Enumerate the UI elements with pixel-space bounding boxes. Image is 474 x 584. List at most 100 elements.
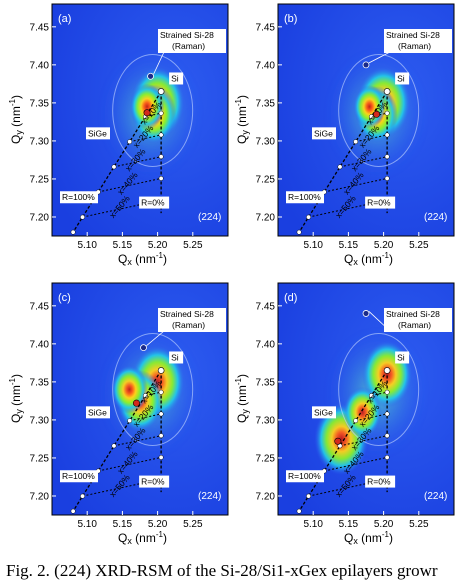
y-tick-label: 7.40 — [30, 339, 50, 350]
x-tick-label: 5.25 — [409, 240, 429, 251]
intensity-contour — [338, 53, 420, 167]
strained-point — [158, 175, 164, 181]
sige-label: SiGe — [88, 407, 107, 417]
strained-point — [384, 110, 390, 116]
y-tick-label: 7.20 — [256, 491, 276, 502]
intensity-hotspot — [343, 386, 382, 438]
y-tick-label: 7.40 — [256, 339, 276, 350]
y-tick-label: 7.35 — [256, 377, 276, 388]
relaxed-point — [337, 164, 343, 170]
y-tick-label: 7.35 — [256, 98, 276, 109]
r100-label-box — [286, 470, 324, 483]
relaxed-point — [296, 229, 302, 235]
r100-label: R=100% — [288, 192, 321, 202]
x-tick-label: 5.25 — [409, 519, 429, 530]
strained-point — [384, 132, 390, 138]
relaxed-point — [127, 139, 133, 145]
r0-label: R=0% — [141, 198, 165, 208]
x-axis-label: Qx (nm-1) — [344, 251, 393, 267]
strained-callout-line — [146, 330, 165, 346]
strained-si28-marker — [147, 72, 154, 80]
sige-peak-marker — [334, 437, 342, 445]
relaxed-point — [353, 139, 359, 145]
y-tick-label: 7.30 — [256, 136, 276, 147]
y-tick-label: 7.25 — [30, 453, 50, 464]
strained-si28-marker — [362, 310, 370, 317]
y-tick-label: 7.45 — [256, 301, 276, 312]
panel-label: (a) — [58, 13, 71, 25]
raman-label: (Raman) — [172, 320, 205, 330]
strained-point — [384, 154, 390, 160]
relaxed-point — [80, 214, 85, 220]
y-tick-label: 7.40 — [30, 60, 50, 71]
strained-si28-label: Strained Si-28 — [386, 309, 440, 319]
sige-peak-marker — [132, 399, 140, 407]
si-peak-marker — [157, 88, 165, 95]
x-tick-label: 5.10 — [303, 240, 323, 251]
y-tick-label: 7.20 — [30, 212, 50, 223]
y-tick-label: 7.20 — [30, 491, 50, 502]
si-label: Si — [171, 73, 179, 83]
y-tick-label: 7.30 — [30, 136, 50, 147]
strained-point — [384, 411, 390, 417]
sige-label: SiGe — [314, 128, 333, 138]
intensity-contour — [338, 332, 420, 446]
composition-connector — [324, 177, 388, 193]
composition-connector — [308, 478, 388, 497]
y-tick-label: 7.35 — [30, 98, 50, 109]
y-tick-label: 7.45 — [30, 22, 50, 33]
r100-label-box — [60, 470, 98, 483]
figure-caption: Fig. 2. (224) XRD-RSM of the Si-28/Si1-x… — [6, 561, 438, 580]
y-axis-label: Qy (nm-1) — [234, 374, 250, 423]
composition-connector — [82, 199, 162, 218]
composition-connector — [113, 435, 162, 447]
sige-peak-marker — [143, 109, 151, 117]
composition-connector — [82, 478, 162, 497]
relaxed-point — [353, 418, 359, 424]
x-tick-label: 5.10 — [303, 519, 323, 530]
x-tick-label: 5.20 — [374, 240, 394, 251]
r0-label: R=0% — [141, 477, 165, 487]
composition-connector — [308, 199, 388, 218]
x-tick-label: 5.20 — [148, 240, 168, 251]
plot-frame — [277, 3, 455, 237]
strained-point — [158, 433, 164, 439]
strained-point — [384, 175, 390, 181]
si-label-box — [169, 72, 184, 85]
panel-b: 5.10 5.15 5.20 5.25 7.20 7.25 7.30 7.35 7.40 7.45… — [234, 3, 455, 267]
si-label-box — [395, 351, 410, 364]
intensity-contour — [112, 332, 194, 446]
panel-label: (c) — [58, 292, 71, 304]
relaxed-point — [368, 114, 374, 120]
sige-label-box — [86, 127, 110, 140]
x-tick-label: 5.15 — [113, 519, 133, 530]
x-tick-label: 5.20 — [374, 519, 394, 530]
y-tick-label: 7.40 — [256, 60, 276, 71]
strained-label-box — [158, 29, 226, 53]
y-tick-label: 7.35 — [30, 377, 50, 388]
relaxed-point — [306, 214, 311, 220]
raman-label: (Raman) — [398, 320, 431, 330]
x-tick-label: 5.15 — [339, 240, 359, 251]
y-tick-label: 7.45 — [256, 22, 276, 33]
reflection-label: (224) — [198, 491, 221, 502]
composition-connector — [324, 456, 388, 472]
r100-label: R=100% — [288, 471, 321, 481]
raman-label: (Raman) — [172, 41, 205, 51]
r0-label-box — [139, 196, 170, 209]
strained-point — [158, 389, 164, 395]
sige-label: SiGe — [314, 407, 333, 417]
panel-a: 5.10 5.15 5.20 5.25 7.20 7.25 7.30 7.35 7.40 7.45… — [8, 3, 229, 267]
y-axis-label: Qy (nm-1) — [8, 95, 24, 144]
relaxed-point — [306, 493, 311, 499]
composition-connector — [355, 413, 388, 422]
r100-label-box — [60, 191, 98, 204]
intensity-hotspot — [129, 83, 165, 130]
relaxed-point — [70, 229, 76, 235]
composition-connector — [129, 413, 162, 422]
si-label: Si — [397, 73, 405, 83]
x-tick-label: 5.10 — [77, 240, 97, 251]
strained-si28-label: Strained Si-28 — [386, 30, 440, 40]
reflection-label: (224) — [424, 212, 447, 223]
